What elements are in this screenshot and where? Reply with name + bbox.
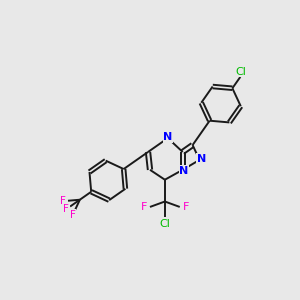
Text: N: N — [163, 132, 172, 142]
Text: Cl: Cl — [235, 67, 246, 77]
Text: N: N — [197, 154, 206, 164]
Text: N: N — [179, 166, 188, 176]
Text: F: F — [182, 202, 189, 212]
Text: F: F — [63, 204, 69, 214]
Text: F: F — [141, 202, 147, 212]
Text: F: F — [60, 196, 66, 206]
Text: F: F — [70, 210, 76, 220]
Text: Cl: Cl — [159, 219, 170, 229]
